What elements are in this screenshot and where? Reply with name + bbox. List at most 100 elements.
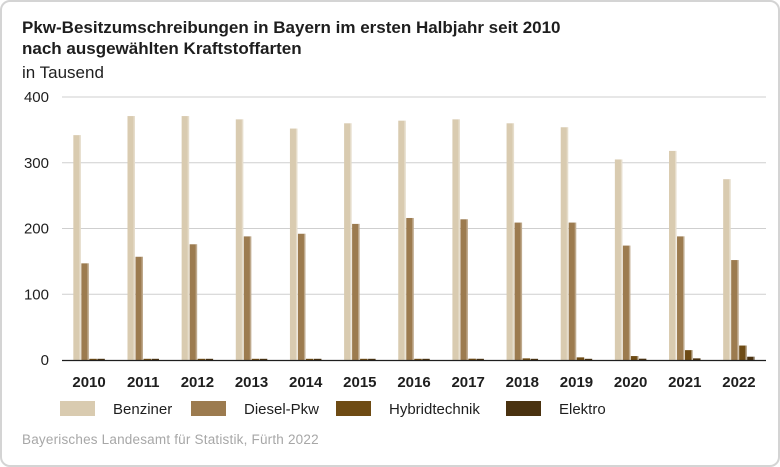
bar-hybrid-2020 (630, 356, 639, 360)
x-tick-label-2020: 2020 (614, 374, 647, 391)
bar-benziner-2019 (560, 127, 569, 360)
bar-diesel-2011 (135, 256, 143, 360)
x-tick-label-2021: 2021 (668, 374, 701, 391)
y-tick-label-400: 400 (24, 89, 49, 106)
bar-hybrid-2012 (197, 358, 206, 360)
bar-hybrid-2014 (305, 358, 314, 360)
bar-hybrid-2017 (468, 358, 476, 360)
y-tick-label-200: 200 (24, 221, 49, 238)
bar-highlight-hybrid-2022 (745, 345, 747, 360)
legend-swatch-diesel (191, 401, 226, 416)
bar-highlight-benziner-2014 (295, 128, 298, 360)
bar-highlight-benziner-2021 (675, 150, 677, 360)
bar-highlight-benziner-2015 (350, 123, 352, 360)
bar-elektro-2018 (530, 358, 539, 360)
legend-label-hybrid: Hybridtechnik (389, 401, 480, 418)
bar-elektro-2021 (693, 358, 701, 360)
bar-highlight-benziner-2010 (79, 135, 81, 360)
x-tick-label-2010: 2010 (72, 374, 105, 391)
bar-highlight-benziner-2017 (458, 119, 460, 360)
bar-hybrid-2016 (414, 358, 422, 360)
chart-title: Pkw-Besitzumschreibungen in Bayern im er… (22, 17, 722, 59)
bar-elektro-2015 (368, 358, 376, 360)
x-tick-label-2018: 2018 (506, 374, 539, 391)
y-tick-label-100: 100 (24, 286, 49, 303)
bar-highlight-benziner-2012 (187, 116, 190, 360)
legend-label-benziner: Benziner (113, 401, 172, 418)
bar-highlight-diesel-2017 (466, 219, 468, 360)
bar-diesel-2013 (243, 236, 252, 360)
bar-diesel-2016 (406, 217, 414, 360)
x-tick-label-2017: 2017 (451, 374, 484, 391)
bar-benziner-2018 (506, 123, 515, 360)
bar-benziner-2022 (723, 179, 731, 360)
bar-highlight-diesel-2016 (412, 217, 414, 360)
x-tick-label-2011: 2011 (127, 374, 160, 391)
bar-highlight-diesel-2011 (141, 256, 143, 360)
bar-diesel-2012 (189, 244, 198, 360)
legend-swatch-benziner (60, 401, 95, 416)
bar-highlight-diesel-2014 (303, 233, 306, 360)
bar-highlight-elektro-2022 (753, 356, 755, 360)
bar-benziner-2016 (398, 120, 406, 360)
x-tick-label-2013: 2013 (235, 374, 268, 391)
bar-highlight-benziner-2022 (729, 179, 731, 360)
bar-highlight-benziner-2016 (404, 120, 406, 360)
x-tick-label-2019: 2019 (560, 374, 593, 391)
bar-diesel-2021 (677, 236, 685, 360)
chart-unit-label: in Tausend (22, 63, 104, 82)
bar-hybrid-2013 (251, 358, 260, 360)
legend-label-elektro: Elektro (559, 401, 606, 418)
bar-elektro-2017 (476, 358, 484, 360)
bar-elektro-2012 (205, 358, 214, 360)
bar-highlight-benziner-2019 (566, 127, 569, 360)
bar-benziner-2013 (235, 119, 244, 360)
bar-elektro-2013 (259, 358, 268, 360)
bar-diesel-2020 (622, 245, 631, 360)
bar-highlight-benziner-2020 (620, 159, 623, 360)
bar-elektro-2020 (638, 358, 647, 360)
bar-elektro-2016 (422, 358, 430, 360)
bar-benziner-2021 (669, 150, 677, 360)
bar-highlight-diesel-2013 (249, 236, 252, 360)
bar-diesel-2014 (297, 233, 306, 360)
bar-highlight-diesel-2010 (87, 263, 89, 360)
bar-highlight-diesel-2021 (683, 236, 685, 360)
source-note: Bayerisches Landesamt für Statistik, Für… (22, 432, 319, 447)
bar-elektro-2011 (151, 358, 159, 360)
bar-elektro-2014 (313, 358, 322, 360)
bar-elektro-2019 (584, 358, 593, 360)
y-tick-label-300: 300 (24, 155, 49, 172)
bar-benziner-2010 (73, 135, 81, 360)
x-tick-label-2022: 2022 (722, 374, 755, 391)
bar-highlight-benziner-2013 (241, 119, 244, 360)
bar-highlight-hybrid-2020 (636, 356, 639, 360)
y-tick-label-0: 0 (41, 352, 49, 369)
x-tick-label-2016: 2016 (397, 374, 430, 391)
bar-benziner-2011 (127, 116, 135, 360)
bar-highlight-diesel-2019 (574, 222, 577, 360)
bar-benziner-2012 (181, 116, 190, 360)
bar-highlight-diesel-2022 (737, 260, 739, 360)
bar-highlight-hybrid-2021 (691, 350, 693, 360)
bar-highlight-diesel-2015 (358, 223, 360, 360)
bar-diesel-2022 (731, 260, 739, 360)
bar-benziner-2014 (289, 128, 298, 360)
legend-swatch-elektro (506, 401, 541, 416)
bar-highlight-diesel-2018 (520, 222, 523, 360)
x-tick-label-2014: 2014 (289, 374, 323, 391)
bar-hybrid-2015 (360, 358, 368, 360)
bar-diesel-2010 (81, 263, 89, 360)
chart-title-line1: Pkw-Besitzumschreibungen in Bayern im er… (22, 18, 561, 37)
bar-hybrid-2022 (739, 345, 747, 360)
bar-highlight-diesel-2012 (195, 244, 198, 360)
bar-highlight-diesel-2020 (628, 245, 631, 360)
legend-swatch-hybrid (336, 401, 371, 416)
bar-benziner-2020 (614, 159, 623, 360)
legend-label-diesel: Diesel-Pkw (244, 401, 319, 418)
bar-benziner-2017 (452, 119, 460, 360)
bar-hybrid-2011 (143, 358, 151, 360)
bar-highlight-benziner-2011 (133, 116, 135, 360)
x-tick-label-2012: 2012 (181, 374, 214, 391)
bar-benziner-2015 (344, 123, 352, 360)
